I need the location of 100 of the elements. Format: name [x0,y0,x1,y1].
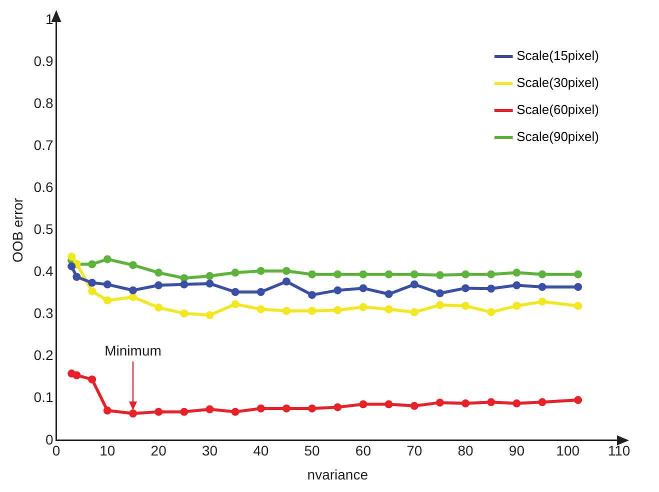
point [103,296,112,304]
point [103,280,112,288]
point [103,406,112,415]
point [308,290,316,299]
point [359,303,368,312]
y-axis-title: OOB error [9,198,26,262]
point [512,302,521,310]
point [206,311,214,320]
legend-label: Scale(15pixel) [516,48,599,64]
y-tick-label: 0.4 [34,263,54,280]
x-tick-label: 90 [508,442,525,459]
point [154,408,163,416]
point [180,408,188,416]
x-tick-label: 70 [406,442,422,459]
point [68,252,76,261]
x-tick-label: 10 [100,442,116,459]
point [384,290,393,298]
x-axis-title: nvariance [307,466,368,482]
point [231,288,240,296]
x-tick-label: 20 [150,442,167,459]
x-tick-label: 60 [355,442,372,459]
y-tick-label: 0.6 [34,179,54,196]
y-tick-label: 0.9 [34,52,54,69]
point [410,280,418,288]
point [308,404,316,412]
point [206,272,214,280]
point [129,409,137,418]
point [334,286,342,294]
point [334,306,342,314]
point [256,266,265,275]
point [154,268,163,277]
point [206,280,214,288]
point [436,301,444,310]
point [180,280,188,288]
y-tick-label: 0.3 [34,305,54,322]
point [436,271,444,280]
point [334,270,342,278]
point [282,277,290,286]
point [256,288,265,296]
point [256,404,265,412]
point [462,399,470,408]
point [574,396,582,404]
y-tick-label: 1 [45,10,54,27]
point [487,284,496,293]
point [256,305,265,314]
point [462,270,470,278]
point [538,298,546,306]
annotation: Minimum [104,342,162,358]
point [129,286,137,294]
point [103,255,112,264]
point [72,371,81,380]
point [487,270,496,278]
point [487,308,496,316]
point [154,304,163,312]
point [538,282,546,291]
point [334,403,342,412]
x-tick-label: 40 [253,442,269,459]
point [436,289,444,298]
point [206,405,214,414]
x-tick-label: 80 [458,442,474,459]
point [231,268,240,277]
point [384,400,393,408]
point [129,293,137,302]
point [359,270,368,278]
point [512,399,521,408]
point [282,404,290,412]
point [384,270,393,278]
x-tick-label: 110 [608,442,630,459]
point [359,284,368,292]
point [88,375,96,384]
y-tick-label: 0.1 [34,389,54,406]
y-tick-label: 0 [45,431,54,448]
point [512,268,521,277]
y-tick-label: 0.8 [34,94,54,111]
point [88,278,96,287]
point [487,398,496,406]
y-tick-label: 0.5 [34,221,54,238]
point [538,398,546,406]
point [72,272,81,281]
point [282,266,290,275]
x-tick-label: 50 [304,442,320,459]
point [88,260,96,268]
point [538,270,546,278]
point [462,302,470,310]
point [129,261,137,270]
point [436,398,444,407]
point [410,402,418,410]
point [231,408,240,416]
point [410,308,418,316]
legend-label: Scale(90pixel) [516,129,599,144]
point [462,284,470,292]
legend-label: Scale(30pixel) [516,75,599,90]
point [359,400,368,408]
point [308,270,316,278]
legend-label: Scale(60pixel) [516,102,599,118]
point [574,270,582,278]
point [88,287,96,296]
y-tick-label: 0.2 [34,347,54,364]
point [410,270,418,278]
y-tick-label: 0.7 [34,136,54,153]
